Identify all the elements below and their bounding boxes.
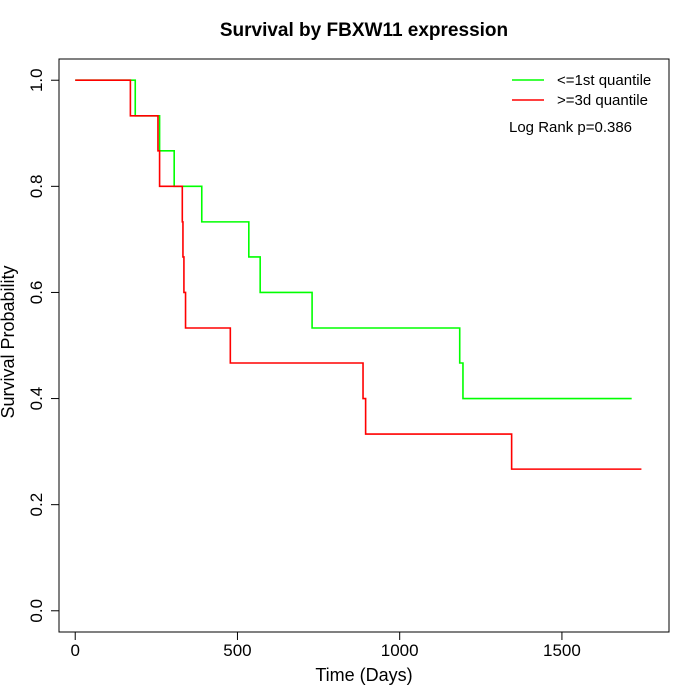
x-tick-label: 0	[70, 641, 79, 660]
y-tick-label: 0.6	[27, 281, 46, 305]
x-tick-label: 500	[223, 641, 251, 660]
survival-curve-1	[75, 79, 632, 400]
x-tick-label: 1000	[381, 641, 419, 660]
legend-label: >=3d quantile	[557, 92, 648, 109]
series-layer	[75, 79, 642, 470]
plot-frame	[58, 58, 670, 633]
x-tick-label: 1500	[543, 641, 581, 660]
y-tick-label: 0.2	[27, 493, 46, 517]
logrank-annotation: Log Rank p=0.386	[509, 119, 632, 136]
chart-title: Survival by FBXW11 expression	[220, 20, 508, 41]
legend: <=1st quantile >=3d quantile	[512, 72, 651, 109]
legend-label: <=1st quantile	[557, 72, 651, 89]
y-tick-label: 0.0	[27, 599, 46, 623]
survival-curve-2	[75, 79, 642, 470]
y-tick-label: 0.4	[27, 387, 46, 411]
y-axis-label: Survival Probability	[0, 265, 18, 418]
x-axis-label: Time (Days)	[315, 665, 412, 685]
y-tick-label: 0.8	[27, 175, 46, 199]
axes: 0 500 1000 1500 0.0 0.2 0.4 0.6 0.8 1.0	[27, 68, 581, 660]
y-tick-label: 1.0	[27, 68, 46, 92]
